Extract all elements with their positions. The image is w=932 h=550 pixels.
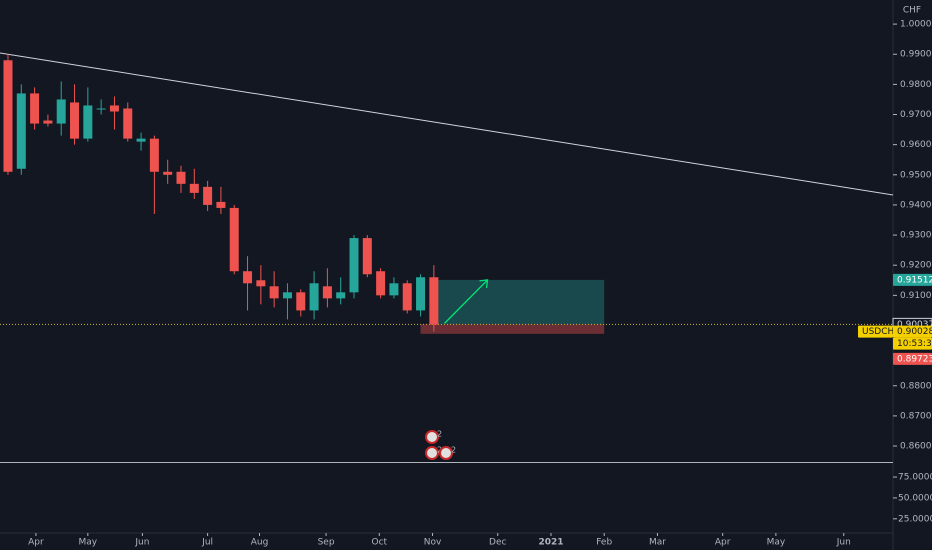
profit-zone <box>432 279 605 325</box>
event-icon <box>425 446 439 460</box>
event-count: 2 <box>451 446 456 455</box>
candle-body <box>136 138 146 142</box>
candle-body <box>349 238 359 293</box>
candle-body <box>123 108 133 139</box>
candle-body <box>96 108 106 110</box>
candle-body <box>203 186 213 205</box>
symbol-tag: USDCHF <box>862 327 899 337</box>
x-tick-label: May <box>767 538 786 548</box>
currency-label: CHF <box>903 6 921 16</box>
candle-body <box>30 93 40 124</box>
candle-body <box>256 280 266 287</box>
candle-body <box>402 283 412 311</box>
x-tick-label: Feb <box>596 538 612 548</box>
candle-body <box>189 183 199 193</box>
candle-body <box>429 277 439 325</box>
target-label: 0.91512 <box>897 275 932 285</box>
candle-body <box>282 292 292 299</box>
x-tick-label: Apr <box>28 538 44 548</box>
arrow <box>444 279 489 324</box>
candle-body <box>309 283 319 311</box>
x-tick-label: Dec <box>489 538 506 548</box>
countdown-label: 10:53:33 <box>897 339 932 349</box>
x-tick-label: Jul <box>201 538 213 548</box>
loss-zone <box>420 324 605 334</box>
candle-body <box>176 171 186 184</box>
candle-body <box>56 99 66 124</box>
x-tick-label: Mar <box>649 538 666 548</box>
entry-label: 0.90037 <box>897 320 932 330</box>
candle-body <box>149 138 159 172</box>
event-count: 2 <box>437 430 442 439</box>
candle-body <box>109 105 119 112</box>
candle-body <box>322 286 332 299</box>
target-label-bg <box>893 273 932 286</box>
candle-body <box>336 292 346 299</box>
candle-body <box>3 60 13 172</box>
candle-body <box>243 271 253 284</box>
candle-body <box>70 102 80 139</box>
candle-body <box>389 283 399 296</box>
x-tick-label: Jun <box>134 538 149 548</box>
event-icon <box>425 430 439 444</box>
candle-body <box>376 271 386 296</box>
candle-body <box>269 286 279 299</box>
last-price-label: 0.90028 <box>897 327 932 337</box>
candle-body <box>216 201 226 208</box>
last-price-label-bg <box>893 325 932 338</box>
x-tick-label: Apr <box>715 538 731 548</box>
x-tick-label: May <box>79 538 98 548</box>
candle-body <box>83 105 93 139</box>
y-tick-label: 0.86000 <box>900 442 932 452</box>
candle-body <box>43 120 53 124</box>
x-tick-label: Aug <box>251 538 269 548</box>
countdown-label-bg <box>893 337 932 350</box>
candle-body <box>16 93 26 169</box>
stop-label-bg <box>893 352 932 365</box>
event-count: 2 <box>437 446 442 455</box>
trendline <box>0 52 894 196</box>
stop-label: 0.89723 <box>897 354 932 364</box>
candle-body <box>416 277 426 311</box>
candle-body <box>163 171 173 175</box>
x-tick-label: Nov <box>424 538 442 548</box>
x-tick-label: Sep <box>318 538 335 548</box>
candle-body <box>362 238 372 275</box>
x-tick-label: Oct <box>372 538 388 548</box>
x-tick-label: 2021 <box>538 538 563 548</box>
candle-body <box>229 207 239 272</box>
x-tick-label: Jun <box>836 538 851 548</box>
candle-body <box>296 292 306 311</box>
symbol-tag-bg <box>858 325 893 338</box>
event-icon <box>439 446 453 460</box>
